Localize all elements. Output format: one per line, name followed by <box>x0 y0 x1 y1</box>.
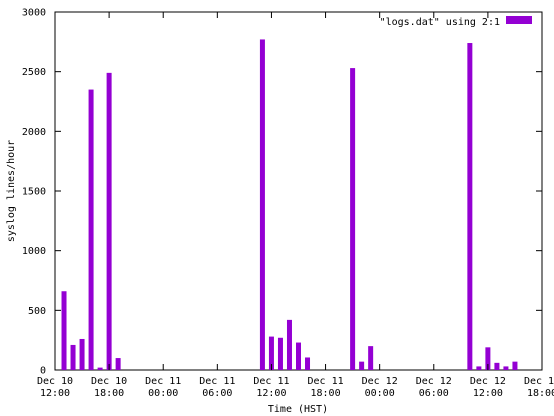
bar <box>296 342 301 370</box>
x-tick-label-time: 12:00 <box>473 388 503 399</box>
bar <box>277 337 283 370</box>
x-tick-label-time: 00:00 <box>148 388 178 399</box>
x-tick-label-time: 06:00 <box>419 388 449 399</box>
bar <box>268 336 274 370</box>
y-axis: 0 500 1000 1500 2000 2500 3000 <box>22 8 542 377</box>
bar <box>359 361 365 370</box>
x-tick-label-time: 00:00 <box>365 388 395 399</box>
bar <box>79 338 85 370</box>
bar <box>494 362 500 370</box>
x-tick-label-date: Dec 12 <box>416 376 452 387</box>
legend: "logs.dat" using 2:1 <box>380 16 532 28</box>
y-tick-label: 500 <box>28 306 46 317</box>
bar <box>467 43 473 370</box>
bar <box>97 367 103 370</box>
x-tick-label-date: Dec 11 <box>307 376 343 387</box>
y-tick-label: 3000 <box>22 8 46 19</box>
y-tick-label: 1500 <box>22 187 46 198</box>
bar <box>485 347 491 370</box>
x-tick-label-time: 18:00 <box>94 388 124 399</box>
y-tick-label: 2000 <box>22 127 46 138</box>
y-tick-label: 1000 <box>22 246 46 257</box>
x-tick-label-date: Dec 11 <box>199 376 235 387</box>
x-tick-label-date: Dec 10 <box>37 376 73 387</box>
x-tick-label-date: Dec 10 <box>91 376 127 387</box>
x-tick-label-date: Dec 12 <box>362 376 398 387</box>
bar <box>305 357 311 370</box>
bars <box>61 39 518 371</box>
x-tick-label-time: 12:00 <box>40 388 70 399</box>
legend-swatch <box>506 16 532 24</box>
y-tick-label: 0 <box>40 366 46 377</box>
bar <box>368 346 374 370</box>
bar <box>70 344 76 370</box>
x-axis-title: Time (HST) <box>268 404 328 415</box>
bar <box>286 319 292 370</box>
bar <box>512 361 518 370</box>
bar <box>106 72 112 371</box>
bar <box>476 366 482 370</box>
bar <box>350 68 356 370</box>
x-tick-label-date: Dec 12 <box>524 376 554 387</box>
bar <box>503 366 509 370</box>
x-tick-label-time: 18:00 <box>527 388 554 399</box>
x-tick-label-time: 18:00 <box>311 388 341 399</box>
x-tick-label-date: Dec 11 <box>253 376 289 387</box>
bar <box>61 291 67 370</box>
y-tick-label: 2500 <box>22 67 46 78</box>
x-tick-label-time: 12:00 <box>256 388 286 399</box>
bar <box>115 358 121 370</box>
y-axis-title: syslog lines/hour <box>6 140 17 242</box>
x-tick-label-date: Dec 12 <box>470 376 506 387</box>
x-tick-label-time: 06:00 <box>202 388 232 399</box>
legend-label: "logs.dat" using 2:1 <box>380 17 500 28</box>
bar <box>88 89 94 371</box>
bar <box>259 39 265 371</box>
x-tick-label-date: Dec 11 <box>145 376 181 387</box>
